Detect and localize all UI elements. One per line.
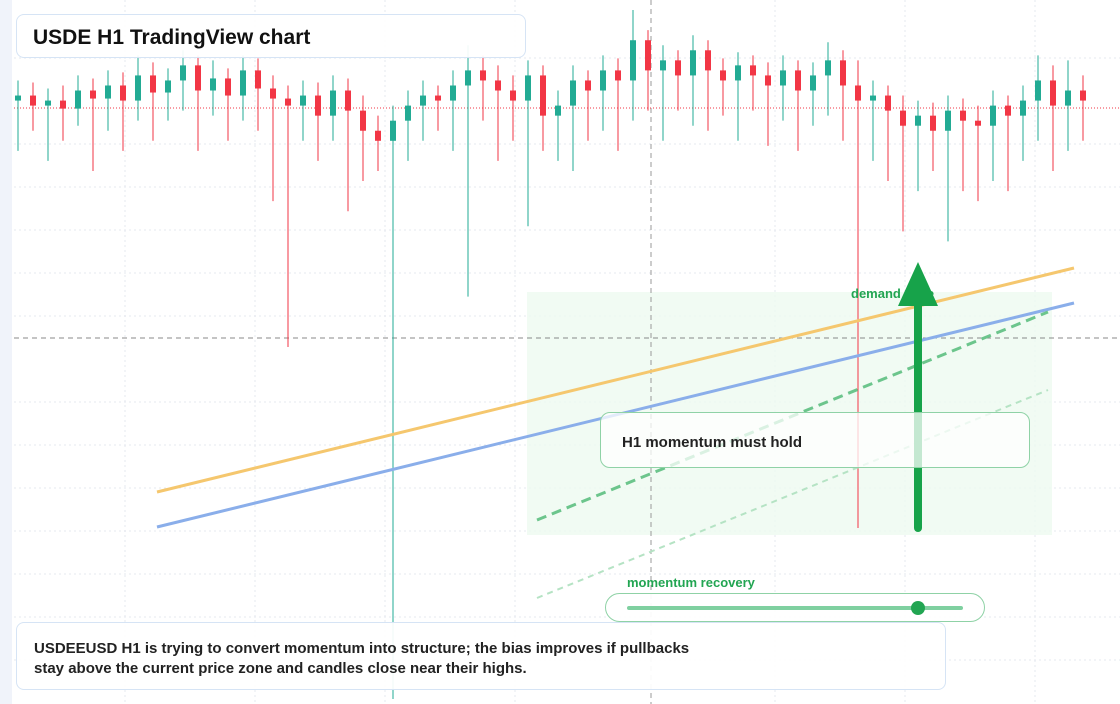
candle-body <box>1050 80 1056 106</box>
candle-body <box>30 95 36 106</box>
candle-body <box>705 50 711 71</box>
candle-body <box>135 75 141 101</box>
candle-body <box>15 95 21 101</box>
trend-line <box>536 389 1049 599</box>
candle-body <box>285 98 291 106</box>
candle-body <box>480 70 486 81</box>
candle-body <box>810 75 816 91</box>
candle-body <box>585 80 591 91</box>
candle-body <box>720 70 726 81</box>
arrow-head <box>898 262 938 306</box>
callout-text: H1 momentum must hold <box>622 434 803 451</box>
candle-body <box>615 70 621 81</box>
candle-body <box>525 75 531 101</box>
candle-body <box>90 90 96 99</box>
callout: H1 momentum must hold <box>600 412 1030 468</box>
candle-body <box>510 90 516 101</box>
candle-body <box>780 70 786 86</box>
candle-body <box>1080 90 1086 101</box>
candle-body <box>900 110 906 126</box>
candle-body <box>1005 105 1011 116</box>
candle-body <box>345 90 351 111</box>
candle-body <box>915 115 921 126</box>
candle-body <box>270 88 276 99</box>
candle-body <box>540 75 546 116</box>
candle-body <box>825 60 831 76</box>
candle-body <box>465 70 471 86</box>
candle-body <box>300 95 306 106</box>
candle-body <box>765 75 771 86</box>
candle-body <box>750 65 756 76</box>
candle-body <box>390 120 396 141</box>
candle-body <box>855 85 861 101</box>
candle-body <box>975 120 981 126</box>
candle-body <box>960 110 966 121</box>
note-line: USDEEUSD H1 is trying to convert momentu… <box>34 640 690 657</box>
candle-body <box>375 130 381 141</box>
candle-body <box>360 110 366 131</box>
candle-body <box>60 100 66 109</box>
candle-body <box>690 50 696 76</box>
candle-body <box>735 65 741 81</box>
slider-label: momentum recovery <box>627 575 755 590</box>
candle-body <box>630 40 636 81</box>
note-line: stay above the current price zone and ca… <box>34 660 527 677</box>
candle-body <box>570 80 576 106</box>
slider[interactable] <box>605 593 985 622</box>
candle-body <box>210 78 216 91</box>
candle-body <box>870 95 876 101</box>
title-box: USDE H1 TradingView chart <box>16 14 526 58</box>
left-edge <box>0 0 12 704</box>
candle-body <box>120 85 126 101</box>
candle-body <box>405 105 411 121</box>
candle-body <box>255 70 261 89</box>
candle-body <box>330 90 336 116</box>
title: USDE H1 TradingView chart <box>33 26 311 49</box>
candle-body <box>420 95 426 106</box>
candle-body <box>315 95 321 116</box>
candle-body <box>675 60 681 76</box>
candle-body <box>1065 90 1071 106</box>
candle-body <box>495 80 501 91</box>
candles <box>15 10 1086 699</box>
candle-body <box>885 95 891 111</box>
candle-body <box>180 65 186 81</box>
slider-knob[interactable] <box>911 601 925 615</box>
candle-body <box>945 110 951 131</box>
candle-body <box>435 95 441 101</box>
candle-body <box>840 60 846 86</box>
candle-body <box>795 70 801 91</box>
candle-body <box>450 85 456 101</box>
candle-body <box>1035 80 1041 101</box>
candle-body <box>150 75 156 93</box>
candle-body <box>1020 100 1026 116</box>
candle-body <box>165 80 171 93</box>
candle-body <box>660 60 666 71</box>
candle-body <box>195 65 201 91</box>
candle-body <box>990 105 996 126</box>
slider-track <box>627 606 963 610</box>
note-box: USDEEUSD H1 is trying to convert momentu… <box>16 622 946 690</box>
candle-body <box>555 105 561 116</box>
candle-body <box>240 70 246 96</box>
candle-body <box>225 78 231 96</box>
candle-body <box>645 40 651 71</box>
candle-body <box>45 100 51 106</box>
candle-body <box>930 115 936 131</box>
candle-body <box>105 85 111 99</box>
candle-body <box>600 70 606 91</box>
candle-body <box>75 90 81 109</box>
